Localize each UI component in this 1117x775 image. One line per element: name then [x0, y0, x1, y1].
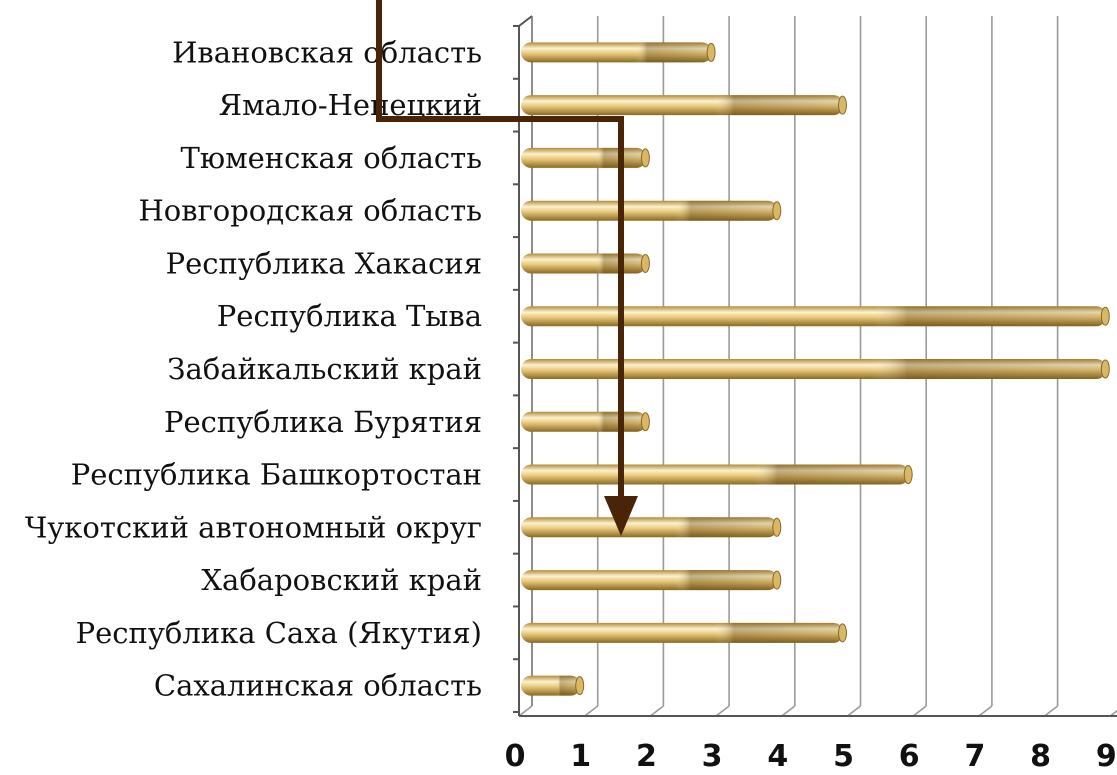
x-tick-label: 7 — [964, 739, 985, 774]
bar-cap — [575, 676, 585, 696]
category-labels: Ивановская областьЯмало-НенецкийТюменска… — [25, 35, 482, 702]
x-tick-label: 0 — [505, 739, 526, 774]
bar — [521, 675, 585, 696]
bar-cap — [772, 517, 782, 537]
gridline-foot — [847, 705, 861, 717]
x-tick-label: 2 — [636, 739, 657, 774]
bar — [521, 622, 847, 643]
bar — [521, 95, 847, 116]
bar-shade — [521, 675, 581, 696]
bar-shade — [521, 464, 910, 485]
arrow-path — [376, 0, 624, 500]
bar-cap — [903, 465, 913, 485]
bar-cap — [772, 570, 782, 590]
bar — [521, 42, 716, 63]
gridline-foot — [1109, 709, 1117, 717]
gridline-foot — [1044, 705, 1059, 717]
bar-cap — [640, 148, 650, 168]
bar-cap — [838, 95, 847, 115]
x-tick-label: 1 — [570, 739, 591, 774]
gridline-foot — [584, 705, 599, 717]
category-label: Чукотский автономный округ — [25, 510, 482, 544]
category-label: Ивановская область — [172, 35, 482, 69]
bar-cap — [640, 253, 650, 273]
bar-cap — [640, 412, 650, 432]
bar-cap — [1100, 306, 1110, 326]
bar — [521, 359, 1110, 379]
bar — [521, 570, 782, 591]
bar-shade — [521, 306, 1107, 327]
connector-arrow — [376, 0, 638, 536]
bar-shade — [521, 147, 647, 168]
x-tick-label: 6 — [899, 739, 920, 774]
bar-shade — [521, 517, 778, 538]
gridline-foot — [649, 705, 664, 717]
bar-shade — [521, 570, 778, 591]
bar-shade — [521, 95, 844, 116]
x-tick-label: 9 — [1096, 739, 1117, 774]
bar-cap — [838, 623, 847, 643]
bar-shade — [521, 411, 647, 432]
bar-cap — [772, 201, 782, 221]
bar — [521, 411, 650, 432]
bar-shade — [521, 42, 713, 63]
category-label: Тюменская область — [180, 141, 482, 175]
bar — [521, 253, 650, 274]
category-label: Республика Башкортостан — [71, 458, 482, 492]
gridline-foot — [715, 705, 730, 717]
category-label: Республика Хакасия — [166, 246, 482, 280]
category-label: Сахалинская область — [154, 669, 482, 703]
x-axis-ticks: 0 1 2 3 4 5 6 7 8 9 — [505, 739, 1117, 774]
x-tick-label: 3 — [702, 739, 723, 774]
gridline-foot — [781, 705, 796, 717]
bar — [521, 517, 782, 538]
bar — [521, 464, 913, 485]
bar — [521, 306, 1110, 327]
category-label: Республика Бурятия — [164, 405, 482, 439]
bar-shade — [521, 200, 778, 221]
gridline-foot — [518, 705, 533, 717]
bar-cap — [1100, 359, 1110, 379]
bar-shade — [521, 359, 1107, 379]
bar-cap — [706, 42, 716, 62]
x-tick-label: 5 — [833, 739, 854, 774]
x-tick-label: 4 — [767, 739, 788, 774]
wall-edge — [518, 15, 533, 27]
gridline-foot — [912, 705, 927, 717]
category-label: Республика Тыва — [217, 299, 482, 333]
x-tick-label: 8 — [1030, 739, 1051, 774]
gridline-foot — [978, 705, 993, 717]
category-label: Новгородская область — [139, 194, 482, 228]
bar-shade — [521, 622, 844, 643]
category-label: Забайкальский край — [167, 352, 482, 386]
bar — [521, 200, 782, 221]
category-label: Хабаровский край — [201, 563, 482, 597]
arrow-head — [604, 496, 638, 536]
bar — [521, 147, 650, 168]
bars — [521, 42, 1110, 696]
bar-shade — [521, 253, 647, 274]
category-label: Республика Саха (Якутия) — [76, 616, 482, 650]
